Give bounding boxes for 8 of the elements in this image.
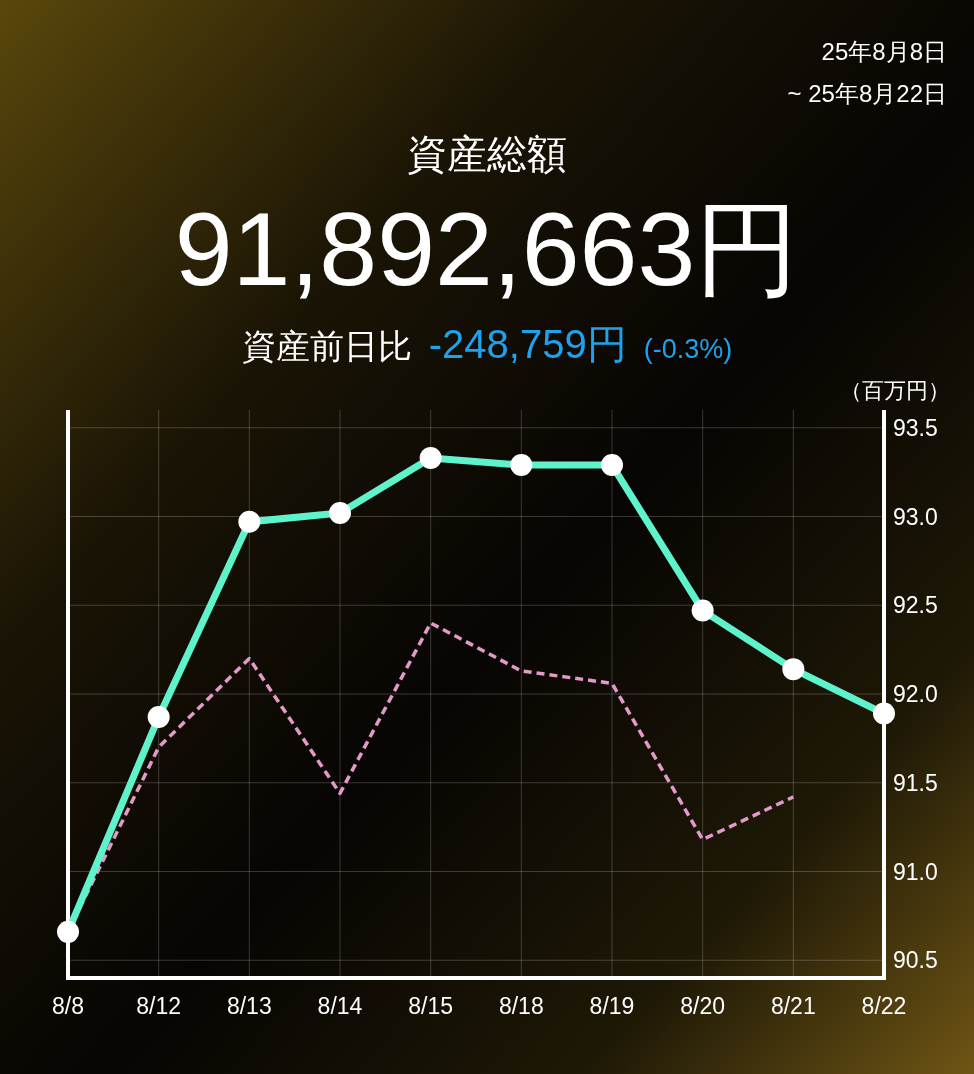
annotation: ~ 25年8月22日 — [787, 80, 947, 107]
annotation: -248,759円 — [428, 322, 627, 366]
subtitle: 91,892,663円 — [174, 191, 800, 307]
annotation: (-0.3%) — [643, 334, 733, 364]
annotation: 資産前日比 — [241, 327, 412, 365]
annotation: 25年8月8日 — [821, 38, 947, 65]
title: 資産総額 — [407, 132, 567, 176]
ylabel: （百万円） — [840, 378, 950, 403]
